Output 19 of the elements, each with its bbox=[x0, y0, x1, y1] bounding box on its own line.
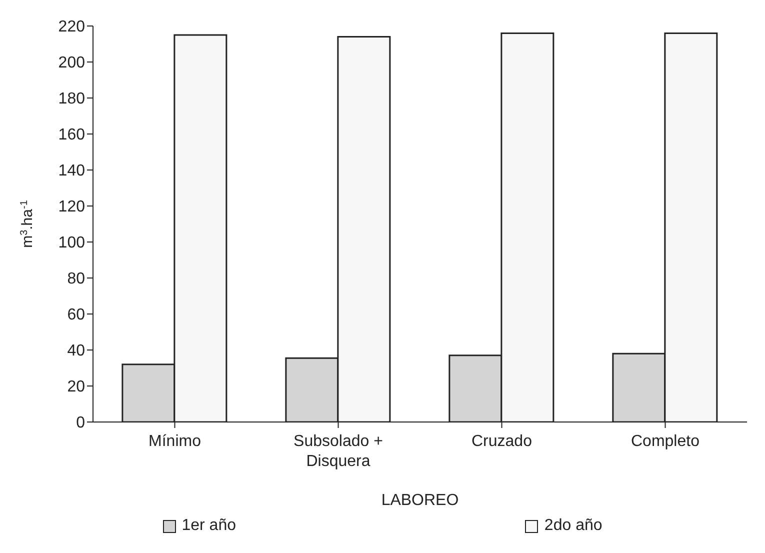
x-tick-label: Subsolado + Disquera bbox=[294, 433, 383, 470]
y-tick-label: 140 bbox=[58, 162, 86, 180]
y-tick-label: 220 bbox=[58, 18, 86, 36]
y-tick-label: 100 bbox=[58, 234, 86, 252]
x-axis-title: LABOREO bbox=[381, 492, 459, 509]
y-tick-label: 60 bbox=[67, 306, 86, 324]
x-tick-label: Mínimo bbox=[148, 433, 202, 450]
y-tick-label: 20 bbox=[67, 378, 86, 396]
y-tick-label: 160 bbox=[58, 126, 86, 144]
y-tick-label: 200 bbox=[58, 54, 86, 72]
x-tick-label: Cruzado bbox=[472, 433, 532, 450]
y-tick-label: 120 bbox=[58, 198, 86, 216]
legend-label: 1er año bbox=[180, 517, 236, 535]
y-tick-label: 0 bbox=[76, 414, 86, 432]
legend-label: 2do año bbox=[543, 517, 602, 535]
y-tick-label: 180 bbox=[58, 90, 86, 108]
x-tick-label: Completo bbox=[631, 433, 700, 450]
y-tick-label: 80 bbox=[67, 270, 86, 288]
y-tick-label: 40 bbox=[67, 342, 86, 360]
